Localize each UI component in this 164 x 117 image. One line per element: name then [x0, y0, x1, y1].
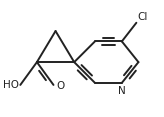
Text: Cl: Cl	[137, 12, 148, 22]
Text: N: N	[118, 86, 126, 96]
Text: HO: HO	[3, 80, 19, 90]
Text: O: O	[57, 81, 65, 91]
